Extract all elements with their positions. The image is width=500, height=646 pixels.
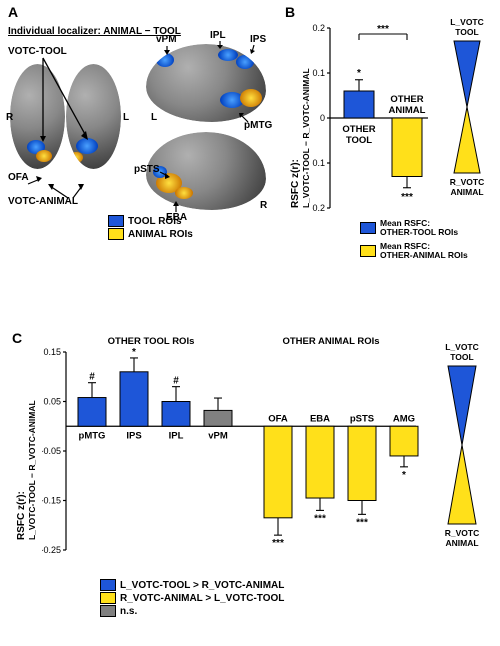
arrow-ofa <box>26 176 46 190</box>
svg-text:IPS: IPS <box>126 430 141 441</box>
arrow-psts <box>158 168 172 180</box>
ventral-R: R <box>6 112 13 123</box>
lbl-psts: pSTS <box>134 164 160 175</box>
legend-box-animal <box>108 228 124 240</box>
ventral-L: L <box>123 112 129 123</box>
svg-text:R_VOTC: R_VOTC <box>445 528 479 538</box>
svg-text:OTHER TOOL ROIs: OTHER TOOL ROIs <box>108 336 195 347</box>
svg-text:***: *** <box>356 517 368 528</box>
svg-text:ANIMAL: ANIMAL <box>445 538 478 548</box>
svg-text:L_VOTC: L_VOTC <box>445 342 479 352</box>
legend-box-c3 <box>100 605 116 617</box>
svg-text:TOOL: TOOL <box>455 27 478 37</box>
lateral-L: L <box>151 112 157 123</box>
panel-b-schematic: L_VOTC TOOL R_VOTC ANIMAL <box>440 15 495 195</box>
svg-text:0.05: 0.05 <box>43 397 61 407</box>
legend-text-tool: TOOL ROIs <box>128 216 182 227</box>
svg-text:OTHER ANIMAL ROIs: OTHER ANIMAL ROIs <box>282 336 379 347</box>
panel-c-ylabel: RSFC z(r): L_VOTC-TOOL − R_VOTC-ANIMAL <box>16 400 38 540</box>
svg-text:L_VOTC: L_VOTC <box>450 17 484 27</box>
svg-text:*: * <box>132 347 136 358</box>
panel-c-label: C <box>12 330 22 346</box>
legend-text-animal: ANIMAL ROIs <box>128 229 193 240</box>
legend-box-b2 <box>360 245 376 257</box>
svg-text:EBA: EBA <box>310 413 330 424</box>
svg-text:-0.15: -0.15 <box>42 496 61 506</box>
svg-text:***: *** <box>401 192 413 203</box>
svg-text:0.15: 0.15 <box>43 347 61 357</box>
legend-text-b1: Mean RSFC:OTHER-TOOL ROIs <box>380 219 458 238</box>
lateral-R: R <box>260 200 267 211</box>
panel-a-label: A <box>8 4 18 20</box>
panel-b-label: B <box>285 4 295 20</box>
svg-text:OTHER: OTHER <box>342 124 375 135</box>
svg-text:***: *** <box>377 24 389 35</box>
panel-a-title: Individual localizer: ANIMAL − TOOL <box>8 26 181 37</box>
svg-text:#: # <box>173 376 179 387</box>
svg-text:*: * <box>402 470 406 481</box>
arrow-pmtg <box>238 112 250 124</box>
svg-text:TOOL: TOOL <box>346 135 372 146</box>
legend-text-c3: n.s. <box>120 606 137 617</box>
legend-text-c2: R_VOTC-ANIMAL > L_VOTC-TOOL <box>120 593 284 604</box>
svg-text:OFA: OFA <box>268 413 288 424</box>
svg-text:-0.25: -0.25 <box>42 545 61 555</box>
svg-text:0: 0 <box>320 113 325 123</box>
panel-c-ylabel-1: RSFC z(r): <box>16 491 27 540</box>
panel-b-ylabel: RSFC z(r): L_VOTC-TOOL − R_VOTC-ANIMAL <box>290 68 312 208</box>
arrow-votc-animal <box>48 182 88 200</box>
svg-text:#: # <box>89 372 95 383</box>
svg-text:-0.1: -0.1 <box>312 158 325 168</box>
legend-text-b2: Mean RSFC:OTHER-ANIMAL ROIs <box>380 242 468 261</box>
arrow-ipl <box>217 40 227 50</box>
panel-b-legend: Mean RSFC:OTHER-TOOL ROIs Mean RSFC:OTHE… <box>360 218 495 261</box>
svg-text:OTHER: OTHER <box>390 94 423 105</box>
panel-c-legend: L_VOTC-TOOL > R_VOTC-ANIMAL R_VOTC-ANIMA… <box>100 578 284 618</box>
svg-text:pMTG: pMTG <box>79 430 106 441</box>
legend-box-c2 <box>100 592 116 604</box>
panel-c-ylabel-2: L_VOTC-TOOL − R_VOTC-ANIMAL <box>27 400 37 540</box>
svg-text:AMG: AMG <box>393 413 415 424</box>
svg-text:0.2: 0.2 <box>312 23 325 33</box>
arrow-votc-tool <box>38 56 98 146</box>
svg-text:***: *** <box>272 538 284 549</box>
panel-c-schematic: L_VOTC TOOL R_VOTC ANIMAL <box>432 340 492 550</box>
svg-text:IPL: IPL <box>169 430 184 441</box>
panel-b-ylabel-2: L_VOTC-TOOL − R_VOTC-ANIMAL <box>301 68 311 208</box>
svg-text:pSTS: pSTS <box>350 413 374 424</box>
legend-box-c1 <box>100 579 116 591</box>
arrow-ips <box>250 44 260 56</box>
panel-b-ylabel-1: RSFC z(r): <box>290 159 301 208</box>
svg-text:R_VOTC: R_VOTC <box>450 177 484 187</box>
svg-text:vPM: vPM <box>208 430 228 441</box>
panel-c-chart: -0.25 -0.15 -0.05 0.05 0.15 OTHER TOOL ROIs OT… <box>42 330 422 560</box>
legend-box-b1 <box>360 222 376 234</box>
arrow-eba <box>172 200 182 214</box>
svg-text:-0.05: -0.05 <box>42 446 61 456</box>
svg-text:ANIMAL: ANIMAL <box>389 105 426 116</box>
svg-text:*: * <box>357 68 361 79</box>
arrow-vpm <box>164 44 174 56</box>
panel-a-legend: TOOL ROIs ANIMAL ROIs <box>108 214 193 241</box>
svg-text:TOOL: TOOL <box>450 352 473 362</box>
panel-b-chart: -0.2-0.100.10.2*OTHERTOOL***OTHERANIMAL*… <box>312 18 432 218</box>
svg-text:0.1: 0.1 <box>312 68 325 78</box>
svg-text:***: *** <box>314 513 326 524</box>
legend-text-c1: L_VOTC-TOOL > R_VOTC-ANIMAL <box>120 580 284 591</box>
legend-box-tool <box>108 215 124 227</box>
svg-text:-0.2: -0.2 <box>312 203 325 213</box>
svg-text:ANIMAL: ANIMAL <box>450 187 483 195</box>
panel-a: A Individual localizer: ANIMAL − TOOL R … <box>8 4 278 244</box>
